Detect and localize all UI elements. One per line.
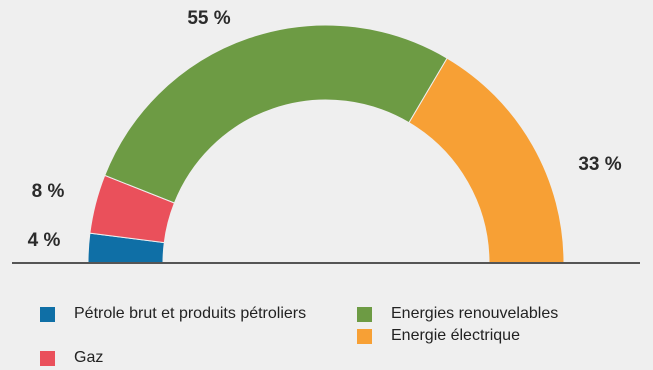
legend-item-gaz: Gaz: [40, 348, 103, 368]
semi-donut-chart: 4 % 8 % 55 % 33 %: [12, 8, 640, 264]
legend-label-electrique: Energie électrique: [391, 327, 520, 344]
slice-renouvelables: [104, 24, 448, 204]
legend-label-gaz: Gaz: [74, 349, 104, 366]
legend-item-electrique: Energie électrique: [357, 326, 520, 346]
data-label-gaz: 8 %: [32, 181, 65, 202]
data-label-electrique: 33 %: [578, 154, 621, 175]
legend-label-renouvelables: Energies renouvelables: [391, 305, 559, 322]
legend-item-renouvelables: Energies renouvelables: [357, 304, 558, 324]
legend-item-petrole: Pétrole brut et produits pétroliers: [40, 304, 314, 324]
legend-swatch-petrole: [40, 307, 55, 322]
legend-swatch-electrique: [357, 329, 372, 344]
data-label-renouvelables: 55 %: [187, 8, 230, 29]
data-label-petrole: 4 %: [28, 230, 61, 251]
legend-swatch-renouvelables: [357, 307, 372, 322]
slice-electrique: [408, 57, 565, 264]
legend-swatch-gaz: [40, 351, 55, 366]
legend-label-petrole: Pétrole brut et produits pétroliers: [74, 305, 307, 322]
